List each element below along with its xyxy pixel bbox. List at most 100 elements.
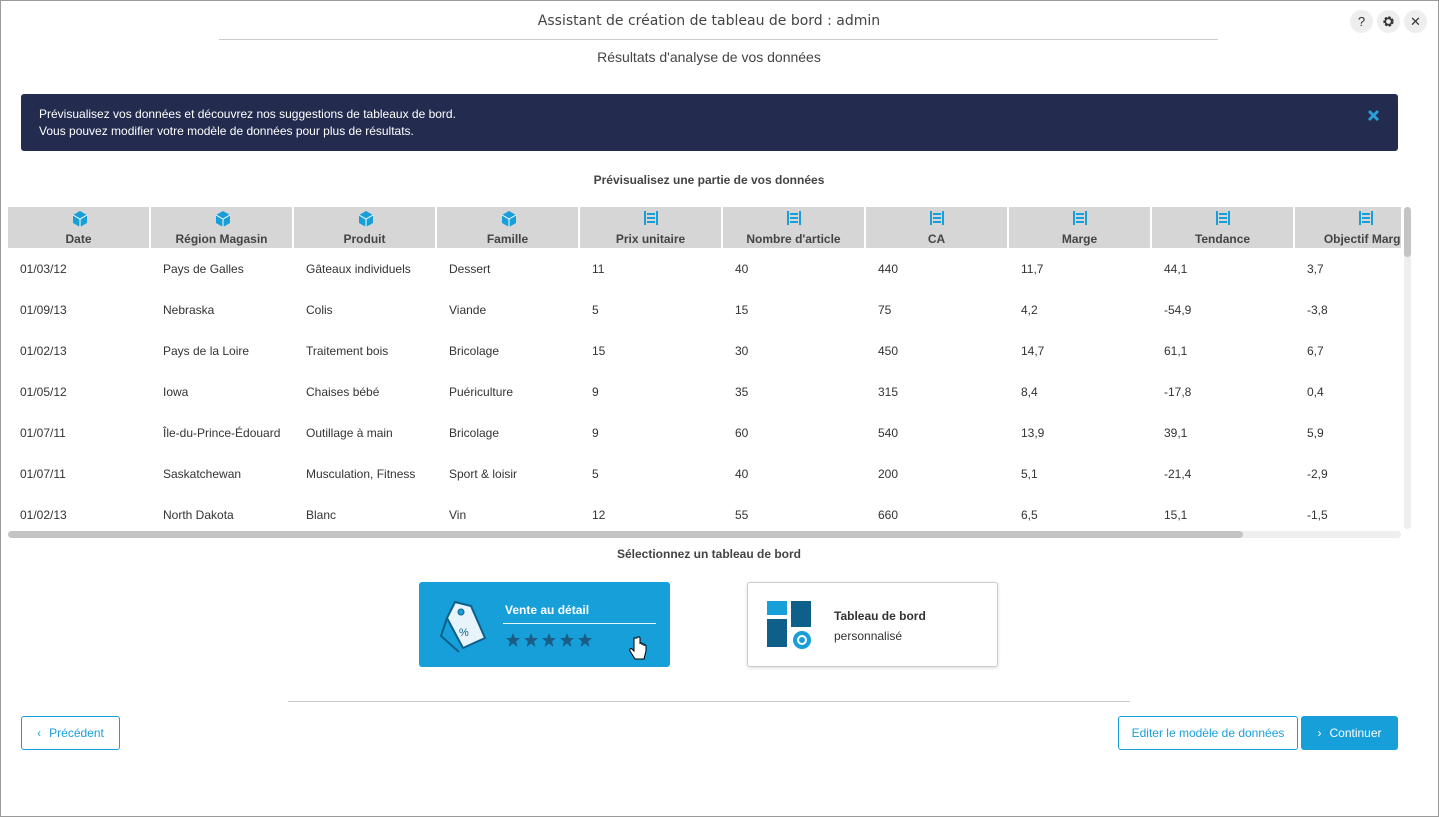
table-cell: Saskatchewan [163,467,242,481]
table-cell: Gâteaux individuels [306,262,411,276]
previous-button[interactable]: ‹ Précédent [21,716,120,750]
measure-icon [1359,211,1373,225]
table-cell: -2,9 [1307,467,1328,481]
divider [219,39,1218,40]
edit-model-button[interactable]: Editer le modèle de données [1118,716,1298,750]
header-row: Date Région Magasin Produit Famille Prix uni… [8,207,1401,248]
measure-icon [787,211,801,225]
table-cell: Puériculture [449,385,514,399]
column-header: Région Magasin [151,207,292,248]
card-divider [503,623,656,624]
table-cell: 01/07/11 [20,467,66,481]
table-row: 01/02/13 North Dakota Blanc Vin 12 55 660 6,5 15… [8,495,1401,529]
dashboard-card[interactable]: Tableau de bord personnalisé [747,582,998,667]
table-cell: -54,9 [1164,303,1192,317]
h-scroll-thumb[interactable] [8,531,1243,538]
table-cell: Île-du-Prince-Édouard [163,426,281,440]
table-cell: Vin [449,508,467,522]
table-cell: 11,7 [1021,262,1044,276]
table-cell: 40 [735,467,749,481]
card-title: Vente au détail [505,603,590,617]
table-cell: Sport & loisir [449,467,518,481]
table-row: 01/05/12 Iowa Chaises bébé Puériculture 9 35 3… [8,372,1401,413]
table-cell: -1,5 [1307,508,1328,522]
window-title: Assistant de création de tableau de bord… [537,13,881,29]
table-cell: 12 [592,508,606,522]
v-scrollbar[interactable] [1404,207,1411,529]
table-cell: 44,1 [1164,262,1188,276]
banner-close[interactable] [1367,109,1380,122]
table-cell: Outillage à main [306,426,393,440]
help-button[interactable]: ? [1350,10,1373,33]
table-row: 01/07/11 Saskatchewan Musculation, Fitness… [8,454,1401,495]
table-cell: 6,5 [1021,508,1038,522]
table-cell: Nebraska [163,303,215,317]
table-cell: 5,9 [1307,426,1324,440]
column-header: Date [8,207,149,248]
chevron-left: ‹ [37,726,42,740]
button-label: Editer le modèle de données [1131,726,1285,740]
info-banner: Prévisualisez vos données et découvrez n… [21,94,1398,151]
table-cell: 3,7 [1307,262,1324,276]
measure-icon [1073,211,1087,225]
table-cell: 540 [878,426,899,440]
table-cell: 15 [735,303,749,317]
settings-button[interactable] [1377,10,1400,33]
custom-dashboard-icon [767,601,813,651]
table-cell: 55 [735,508,749,522]
table-cell: 01/02/13 [20,344,67,358]
close-button[interactable]: ✕ [1404,10,1427,33]
preview-title: Prévisualisez une partie de vos données [593,173,825,187]
table-cell: 660 [878,508,899,522]
table-cell: 9 [592,426,599,440]
subtitle: Résultats d'analyse de vos données [597,49,821,65]
table-cell: -3,8 [1307,303,1328,317]
table-cell: Pays de la Loire [163,344,250,358]
table-cell: 440 [878,262,899,276]
table-row: 01/09/13 Nebraska Colis Viande 5 15 75 4,2 -54,9… [8,290,1401,331]
column-header: Prix unitaire [580,207,721,248]
column-header: CA [866,207,1007,248]
dimension-icon [358,211,374,227]
table-cell: Blanc [306,508,337,522]
table-cell: 35 [735,385,749,399]
table-cell: Traitement bois [306,344,389,358]
table-cell: 60 [735,426,749,440]
table-cell: 40 [735,262,749,276]
table-cell: Pays de Galles [163,262,244,276]
dimension-icon [72,211,88,227]
table-cell: 14,7 [1021,344,1045,358]
gear-icon [1383,16,1394,27]
table-cell: -21,4 [1164,467,1192,481]
column-header: Tendance [1152,207,1293,248]
dimension-icon [501,211,517,227]
table-cell: 30 [735,344,749,358]
table-cell: 01/02/13 [20,508,67,522]
measure-icon [930,211,944,225]
table-cell: 5,1 [1021,467,1038,481]
table-cell: 315 [878,385,899,399]
table-cell: 11 [592,262,605,276]
column-header: Marge [1009,207,1150,248]
v-scroll-thumb[interactable] [1404,207,1411,257]
table-cell: Colis [306,303,333,317]
table-cell: Musculation, Fitness [306,467,416,481]
table-cell: Viande [449,303,487,317]
table-cell: Bricolage [449,344,500,358]
banner-line: Vous pouvez modifier votre modèle de don… [39,124,414,138]
continue-button[interactable]: › Continuer [1301,716,1398,750]
selection-title: Sélectionnez un tableau de bord [616,547,802,561]
table-cell: 61,1 [1164,344,1188,358]
table-cell: 5 [592,467,599,481]
table-cell: 5 [592,303,599,317]
table-cell: 01/07/11 [20,426,66,440]
table-cell: 4,2 [1021,303,1038,317]
banner-line: Prévisualisez vos données et découvrez n… [39,107,456,121]
dimension-icon [215,211,231,227]
button-label: Continuer [1329,726,1382,740]
table-row: 01/03/12 Pays de Galles Gâteaux individuel… [8,249,1401,290]
table-cell: 15,1 [1164,508,1188,522]
dashboard-card[interactable]: % Vente au détail [419,582,670,667]
table-cell: Chaises bébé [306,385,380,399]
table-cell: 75 [878,303,892,317]
